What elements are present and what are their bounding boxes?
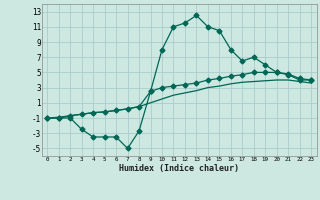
X-axis label: Humidex (Indice chaleur): Humidex (Indice chaleur) xyxy=(119,164,239,173)
